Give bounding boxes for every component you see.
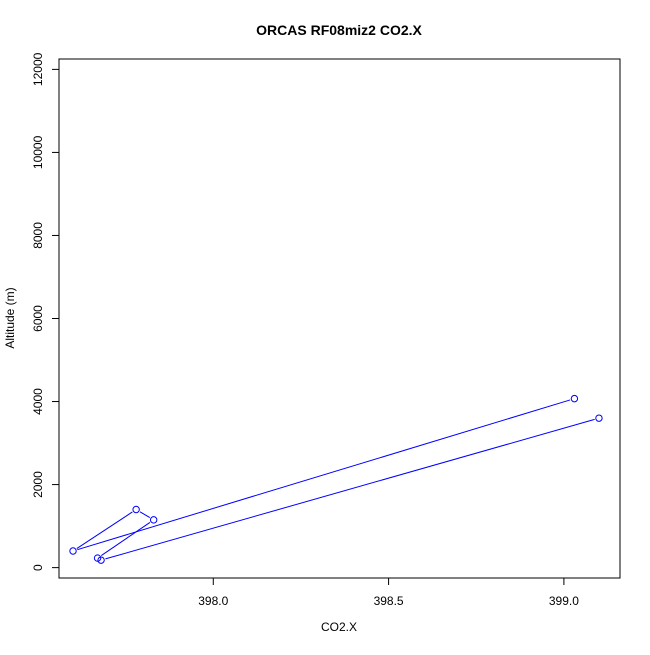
y-tick-label: 2000 <box>31 471 45 498</box>
y-tick-label: 12000 <box>31 52 45 86</box>
series-line-segment <box>139 511 151 519</box>
data-point <box>93 554 102 562</box>
plot-area <box>69 394 603 564</box>
data-point <box>149 516 158 524</box>
x-tick-label: 398.0 <box>198 594 228 608</box>
chart-title: ORCAS RF08miz2 CO2.X <box>256 22 422 38</box>
series-line-segment <box>101 521 151 556</box>
data-point <box>69 547 77 555</box>
x-axis: 398.0 398.5 399.0 <box>198 577 579 608</box>
series-line-segment <box>77 399 571 551</box>
plot-frame <box>58 58 621 579</box>
x-axis-label: CO2.X <box>321 620 357 634</box>
y-axis: 0 2000 4000 6000 8000 10000 12000 <box>31 52 60 571</box>
data-point <box>570 394 579 403</box>
series-line-segment <box>105 418 595 560</box>
series-line-segment <box>76 511 133 549</box>
y-tick-label: 10000 <box>31 135 45 169</box>
x-tick-label: 399.0 <box>549 594 579 608</box>
x-tick-label: 398.5 <box>374 594 404 608</box>
y-tick-label: 8000 <box>31 222 45 249</box>
y-tick-label: 4000 <box>31 388 45 415</box>
data-point <box>132 505 140 514</box>
data-point <box>595 414 603 422</box>
y-axis-label: Altitude (m) <box>3 287 17 348</box>
y-tick-label: 0 <box>31 564 45 571</box>
y-tick-label: 6000 <box>31 305 45 332</box>
